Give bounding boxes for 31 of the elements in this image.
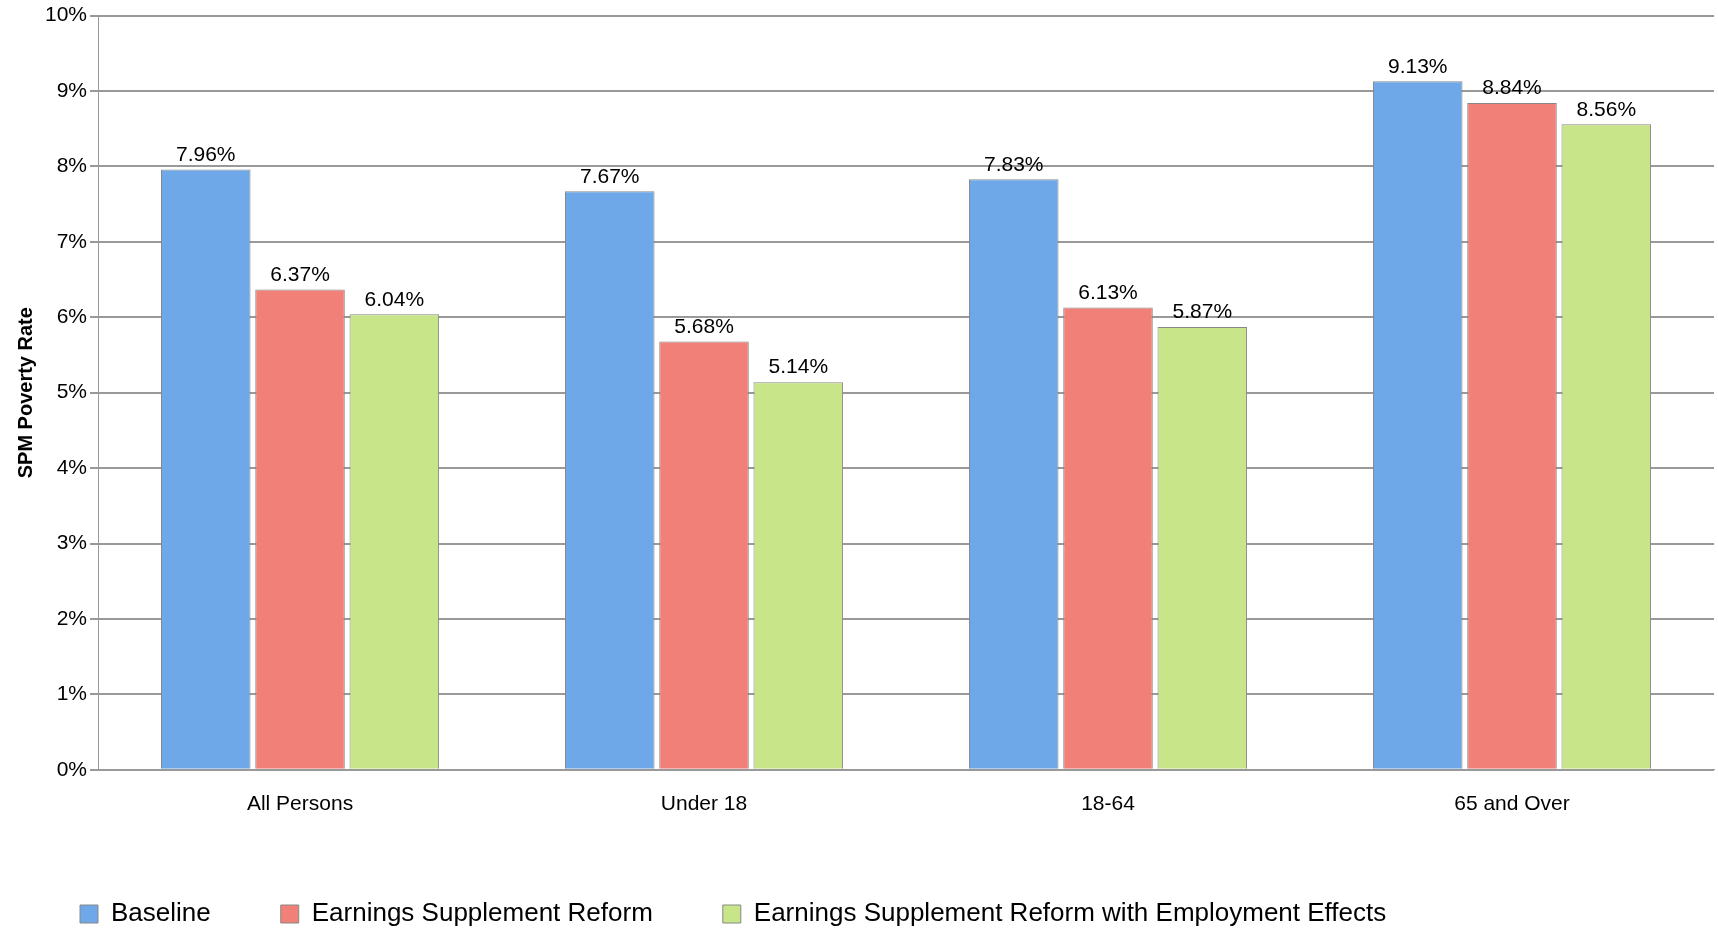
y-tick-label: 10%	[45, 2, 88, 26]
y-tick-label: 4%	[56, 454, 88, 478]
x-tick-label: Under 18	[660, 791, 748, 815]
y-tick-label: 8%	[56, 153, 88, 177]
data-label: 5.68%	[674, 313, 734, 337]
y-tick-label: 1%	[56, 681, 88, 705]
y-tick-label: 6%	[56, 304, 88, 328]
y-tick-label: 9%	[56, 77, 88, 101]
y-tick-label: 0%	[56, 756, 88, 780]
data-label: 8.56%	[1576, 96, 1637, 120]
data-label: 6.04%	[364, 286, 425, 310]
data-label: 7.96%	[175, 141, 236, 165]
data-label: 7.83%	[983, 151, 1044, 175]
y-tick-label: 3%	[56, 530, 88, 554]
x-tick-label: 18-64	[1081, 791, 1136, 815]
data-label: 5.87%	[1172, 299, 1233, 323]
data-label: 6.37%	[270, 261, 330, 285]
data-label: 6.13%	[1078, 279, 1138, 303]
data-label: 7.67%	[579, 163, 640, 187]
data-label: 9.13%	[1387, 53, 1448, 77]
legend-label: Baseline	[111, 897, 211, 928]
y-tick-label: 7%	[56, 228, 88, 252]
y-tick-label: 5%	[56, 379, 88, 403]
legend-label: Earnings Supplement Reform with Employment Effects	[753, 897, 1387, 928]
y-tick-label: 2%	[56, 605, 88, 629]
legend-label: Earnings Supplement Reform	[311, 897, 653, 928]
x-tick-label: 65 and Over	[1454, 791, 1570, 815]
x-tick-label: All Persons	[246, 791, 354, 815]
data-label: 8.84%	[1482, 75, 1542, 99]
y-axis-title: SPM Poverty Rate	[13, 307, 36, 479]
data-label: 5.14%	[768, 354, 829, 378]
